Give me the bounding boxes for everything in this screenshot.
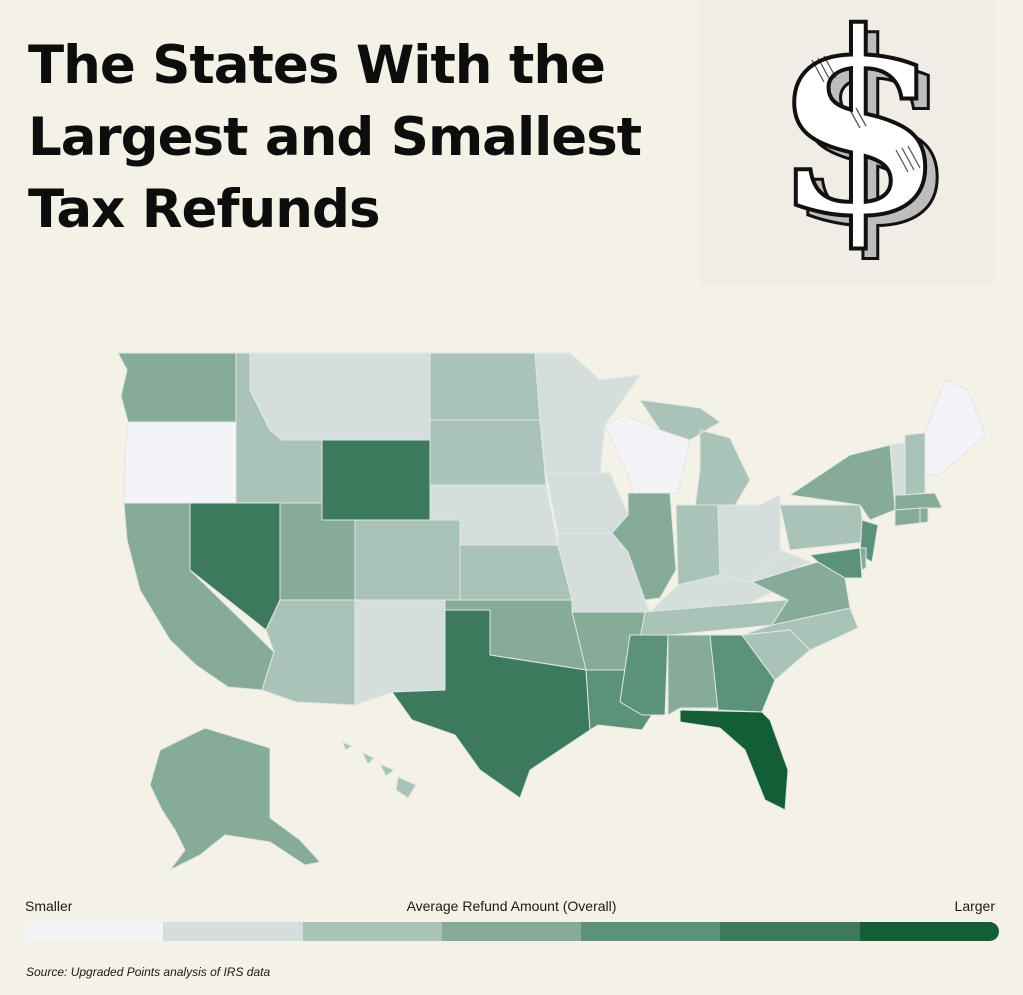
state-CT — [894, 507, 921, 527]
legend-title: Average Refund Amount (Overall) — [406, 898, 617, 914]
state-IN — [675, 504, 721, 586]
state-ME — [924, 379, 986, 476]
state-WA — [117, 352, 237, 423]
svg-text:$: $ — [772, 0, 946, 271]
state-MD — [809, 547, 863, 579]
state-IA — [545, 472, 629, 534]
legend-swatch-3 — [441, 922, 582, 941]
state-GA — [709, 634, 776, 713]
svg-text:$: $ — [784, 0, 958, 281]
state-PA — [779, 504, 867, 551]
state-ND — [429, 352, 541, 421]
legend-swatch-4 — [581, 922, 721, 941]
state-WY — [321, 439, 431, 521]
legend-swatch-2 — [302, 922, 442, 941]
us-choropleth-map — [117, 352, 986, 871]
legend-smaller-label: Smaller — [25, 898, 73, 914]
state-MS — [619, 634, 669, 716]
state-KS — [459, 544, 573, 601]
dollar-illustration: $ $ — [700, 0, 995, 285]
legend-swatch-5 — [720, 922, 860, 941]
legend-swatch-0 — [24, 922, 164, 941]
source-note: Source: Upgraded Points analysis of IRS … — [26, 965, 271, 979]
legend-color-scale — [24, 922, 999, 941]
legend-swatch-1 — [163, 922, 303, 941]
page-title: The States With the Largest and Smallest… — [28, 35, 642, 240]
state-MT — [249, 352, 431, 441]
state-SD — [429, 419, 547, 486]
state-DE — [859, 547, 867, 571]
state-AZ — [261, 599, 356, 706]
state-WI — [604, 414, 691, 494]
state-CO — [354, 519, 461, 601]
state-NH — [904, 432, 926, 496]
state-HI — [341, 741, 417, 799]
state-OR — [123, 421, 237, 504]
state-WV — [751, 549, 811, 583]
legend-larger-label: Larger — [954, 898, 995, 914]
state-TX — [391, 609, 591, 799]
state-RI — [919, 507, 929, 524]
state-MA — [894, 492, 943, 511]
state-AK — [149, 727, 321, 871]
state-AL — [667, 634, 719, 716]
dollar-sign-icon: $ $ — [770, 0, 959, 283]
state-FL — [679, 709, 789, 811]
state-IL — [611, 492, 677, 601]
state-NM — [354, 599, 446, 706]
legend-swatch-6 — [859, 922, 999, 941]
